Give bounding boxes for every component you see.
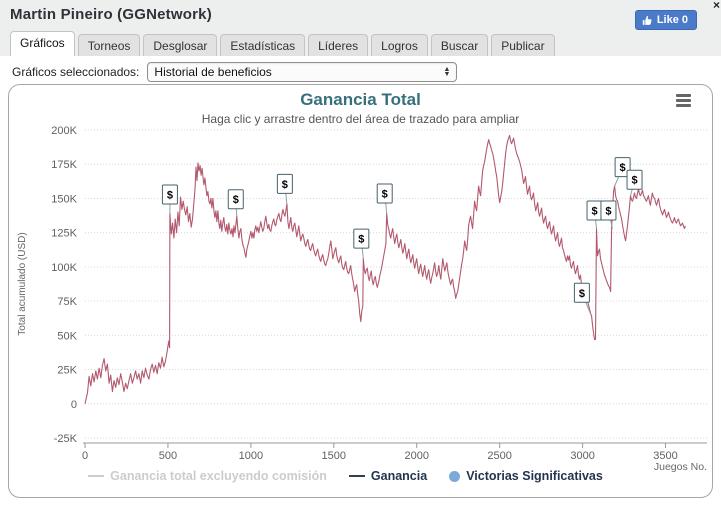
svg-text:$: $ <box>605 206 611 218</box>
facebook-like-button[interactable]: Like 0 <box>634 10 697 30</box>
line-swatch-icon <box>88 475 105 477</box>
svg-text:$: $ <box>167 190 173 202</box>
tab-graficos[interactable]: Gráficos <box>10 31 75 56</box>
tab-estadisticas[interactable]: Estadísticas <box>220 34 306 56</box>
tab-lideres[interactable]: Líderes <box>308 34 369 56</box>
svg-text:100K: 100K <box>51 262 77 274</box>
svg-text:175K: 175K <box>51 159 77 171</box>
svg-text:-25K: -25K <box>54 433 78 445</box>
svg-text:3500: 3500 <box>653 450 677 462</box>
svg-text:$: $ <box>591 206 597 218</box>
svg-text:75K: 75K <box>57 296 77 308</box>
line-swatch-icon <box>348 475 365 477</box>
svg-text:125K: 125K <box>51 228 77 240</box>
chart-selector-label: Gráficos seleccionados: <box>12 65 140 79</box>
svg-text:50K: 50K <box>57 330 77 342</box>
svg-text:500: 500 <box>159 450 177 462</box>
svg-text:2500: 2500 <box>487 450 511 462</box>
legend-label: Ganancia total excluyendo comisión <box>110 469 327 483</box>
legend-item-ganancia[interactable]: Ganancia <box>348 469 428 483</box>
svg-text:25K: 25K <box>57 365 77 377</box>
svg-text:Total acumulado (USD): Total acumulado (USD) <box>17 232 28 335</box>
top-header: Martin Pineiro (GGNetwork) Like 0 × <box>0 0 721 33</box>
svg-text:$: $ <box>579 288 585 300</box>
tab-torneos[interactable]: Torneos <box>77 34 141 56</box>
chart-title: Ganancia Total <box>300 90 421 109</box>
svg-text:0: 0 <box>82 450 88 462</box>
tab-buscar[interactable]: Buscar <box>430 34 489 56</box>
svg-text:0: 0 <box>71 399 77 411</box>
chart-select-dropdown[interactable]: Historial de beneficios ▲ ▼ <box>147 62 458 82</box>
tab-logros[interactable]: Logros <box>371 34 428 56</box>
chart-legend: Ganancia total excluyendo comisión Ganan… <box>9 469 682 483</box>
chart-select-value: Historial de beneficios <box>154 65 272 79</box>
svg-text:150K: 150K <box>51 193 77 205</box>
legend-label: Victorias Significativas <box>466 469 603 483</box>
tab-bar: Gráficos Torneos Desglosar Estadísticas … <box>0 31 721 56</box>
page-title: Martin Pineiro (GGNetwork) <box>10 6 212 23</box>
thumbs-up-icon <box>642 15 653 26</box>
chart-export-menu-icon[interactable] <box>676 94 691 109</box>
svg-text:1000: 1000 <box>239 450 263 462</box>
profit-history-chart[interactable]: 200K 175K 150K 125K 100K 75K 50K 25K 0 -25K 0 500 10… <box>9 85 712 497</box>
main-content: Gráficos seleccionados: Historial de ben… <box>0 56 721 505</box>
legend-item-excluding-rake[interactable]: Ganancia total excluyendo comisión <box>88 469 327 483</box>
svg-text:$: $ <box>358 234 364 246</box>
svg-text:200K: 200K <box>51 125 77 137</box>
circle-swatch-icon <box>449 470 461 482</box>
svg-text:$: $ <box>233 194 239 206</box>
svg-text:Juegos No.: Juegos No. <box>654 461 707 473</box>
legend-item-victorias[interactable]: Victorias Significativas <box>449 469 603 483</box>
tab-desglosar[interactable]: Desglosar <box>143 34 218 56</box>
svg-text:3000: 3000 <box>570 450 594 462</box>
chart-selector-row: Gráficos seleccionados: Historial de ben… <box>12 62 458 82</box>
select-arrows-icon: ▲ ▼ <box>443 66 451 78</box>
like-button-label: Like 0 <box>656 14 688 26</box>
svg-text:$: $ <box>620 162 626 174</box>
tab-publicar[interactable]: Publicar <box>491 34 555 56</box>
legend-label: Ganancia <box>370 469 428 483</box>
svg-text:$: $ <box>382 189 388 201</box>
chart-panel: Ganancia Total Haga clic y arrastre dent… <box>8 84 713 498</box>
svg-text:1500: 1500 <box>322 450 346 462</box>
svg-text:2000: 2000 <box>404 450 428 462</box>
svg-text:$: $ <box>282 179 288 191</box>
chart-subtitle: Haga clic y arrastre dentro del área de … <box>201 112 520 126</box>
close-icon[interactable]: × <box>712 0 720 12</box>
svg-text:$: $ <box>631 175 637 187</box>
